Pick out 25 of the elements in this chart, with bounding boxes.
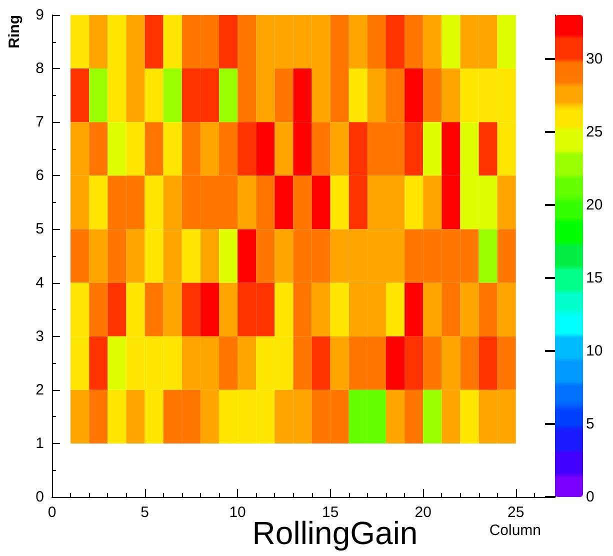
color-bar-label: 15 [586, 269, 603, 286]
y-tick-label: 5 [36, 220, 44, 238]
color-bar-label: 10 [586, 342, 603, 360]
y-tick-label: 4 [36, 274, 44, 292]
y-tick-label: 2 [36, 381, 44, 398]
x-axis-title: Column [489, 522, 541, 539]
x-tick-label: 15 [322, 504, 339, 521]
y-tick-label: 1 [36, 434, 44, 452]
color-bar-label: 20 [586, 196, 603, 214]
y-tick-label: 8 [36, 60, 44, 78]
color-bar-label: 0 [586, 488, 594, 506]
y-tick-label: 6 [36, 167, 44, 184]
x-tick-label: 0 [48, 504, 56, 521]
color-bar-label: 25 [586, 123, 603, 140]
y-tick-label: 0 [36, 488, 44, 506]
color-bar-label: 5 [586, 415, 594, 432]
color-bar-label: 30 [586, 50, 603, 68]
y-tick-label: 3 [36, 328, 44, 345]
y-tick-label: 9 [36, 6, 44, 24]
x-tick-label: 10 [229, 504, 246, 521]
x-tick-label: 25 [508, 504, 524, 521]
y-tick-label: 7 [36, 114, 44, 131]
x-tick-label: 5 [140, 504, 149, 521]
x-tick-label: 20 [414, 504, 432, 521]
y-axis-title: Ring [6, 15, 23, 48]
